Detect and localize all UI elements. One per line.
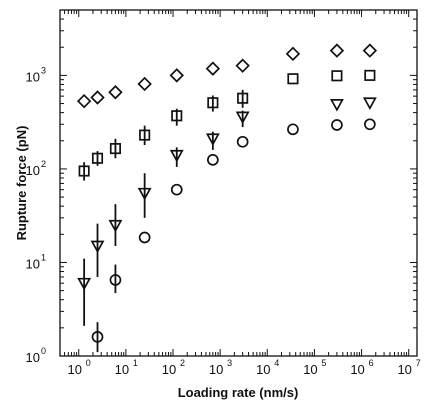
diamond-marker — [90, 90, 105, 105]
triangle-down-marker — [108, 219, 123, 233]
y-axis-label: Rupture force (pN) — [14, 126, 29, 241]
error-bars — [83, 89, 244, 353]
x-tick-label: 10 — [68, 362, 82, 377]
x-tick-exponent: 7 — [416, 358, 421, 368]
square-marker — [78, 165, 90, 177]
square-marker — [331, 70, 343, 82]
square-marker — [109, 143, 121, 155]
y-tick-label: 10 — [26, 163, 40, 178]
diamond-marker — [235, 58, 250, 73]
x-tick-exponent: 6 — [369, 358, 374, 368]
circle-marker — [236, 135, 249, 148]
circle-marker — [331, 119, 343, 131]
x-tick-label: 10 — [397, 362, 411, 377]
diamond-marker — [362, 43, 378, 58]
x-tick-exponent: 1 — [133, 358, 138, 368]
square-marker — [171, 110, 183, 122]
triangle-down-marker — [169, 149, 184, 163]
diamond-marker — [108, 85, 123, 100]
triangle-down-marker — [329, 99, 344, 112]
y-tick-label: 10 — [26, 256, 40, 271]
triangle-down-marker — [77, 277, 92, 291]
x-tick-label: 10 — [350, 362, 364, 377]
y-tick-exponent: 2 — [41, 159, 46, 169]
x-tick-exponent: 0 — [86, 358, 91, 368]
y-tick-exponent: 0 — [41, 346, 46, 356]
circle-marker — [138, 231, 151, 244]
square-marker — [287, 73, 299, 85]
x-tick-label: 10 — [256, 362, 270, 377]
y-tick-exponent: 1 — [41, 252, 46, 262]
circle-marker — [287, 123, 299, 136]
diamond-marker — [137, 76, 152, 92]
square-marker — [207, 97, 219, 109]
x-axis-label: Loading rate (nm/s) — [178, 385, 299, 400]
diamond-marker — [76, 93, 92, 109]
x-tick-exponent: 2 — [180, 358, 185, 368]
diamond-marker — [285, 46, 301, 62]
circle-marker — [91, 331, 104, 343]
x-tick-label: 10 — [115, 362, 129, 377]
diamond-marker — [329, 43, 345, 58]
data-markers — [76, 43, 378, 343]
x-tick-label: 10 — [303, 362, 317, 377]
triangle-down-marker — [235, 111, 250, 125]
diamond-marker — [205, 61, 221, 76]
axis-ticks — [59, 9, 417, 357]
x-tick-exponent: 4 — [274, 358, 279, 368]
circle-marker — [170, 183, 183, 196]
triangle-down-marker — [137, 187, 152, 201]
y-tick-label: 10 — [26, 350, 40, 365]
triangle-down-marker — [90, 240, 105, 254]
x-tick-label: 10 — [162, 362, 176, 377]
circle-marker — [364, 118, 376, 131]
square-marker — [139, 129, 151, 141]
x-tick-exponent: 3 — [227, 358, 232, 368]
triangle-down-marker — [205, 133, 220, 147]
y-tick-label: 10 — [26, 69, 40, 84]
y-tick-exponent: 3 — [41, 65, 46, 75]
x-tick-label: 10 — [209, 362, 223, 377]
axis-tick-labels: 10 0 10 1 10 2 10 3 10 4 10 5 10 6 10 710 010 110 210 3 — [26, 65, 421, 377]
circle-marker — [207, 154, 219, 166]
square-marker — [91, 152, 104, 164]
x-tick-exponent: 5 — [321, 358, 326, 368]
diamond-marker — [169, 68, 184, 83]
plot-frame — [59, 9, 418, 357]
circle-marker — [109, 274, 122, 286]
triangle-down-marker — [362, 97, 377, 110]
square-marker — [364, 69, 376, 81]
square-marker — [237, 92, 249, 104]
